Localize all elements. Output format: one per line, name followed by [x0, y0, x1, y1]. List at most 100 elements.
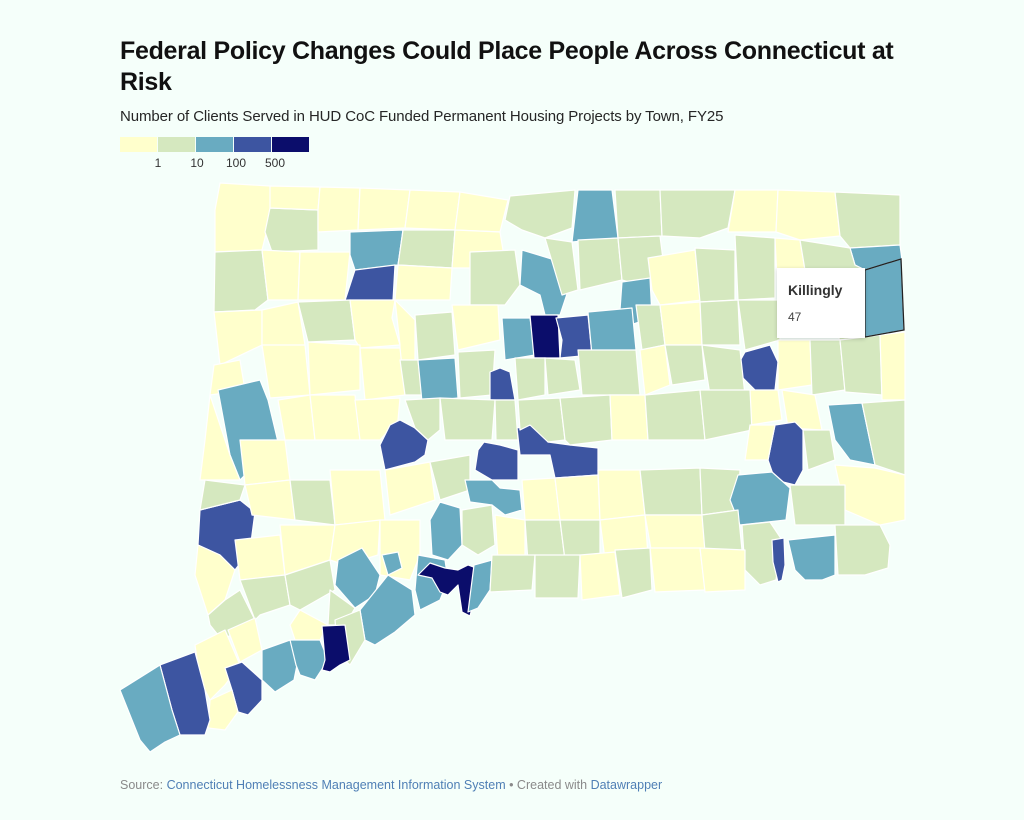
town-shape[interactable] — [864, 258, 905, 338]
town-shape[interactable] — [639, 467, 703, 516]
town-shape[interactable] — [809, 339, 846, 396]
town-shape[interactable] — [234, 534, 286, 581]
town-shape[interactable] — [489, 367, 516, 401]
town-shape[interactable] — [417, 357, 459, 403]
town-shape[interactable] — [297, 251, 351, 301]
town-shape[interactable] — [309, 394, 361, 441]
town-shape[interactable] — [467, 559, 493, 613]
town-shape[interactable] — [474, 441, 519, 481]
town-shape[interactable] — [321, 624, 351, 673]
town-shape[interactable] — [404, 397, 441, 441]
town-shape[interactable] — [529, 314, 561, 359]
town-shape[interactable] — [644, 389, 706, 441]
town-shape[interactable] — [597, 469, 646, 521]
town-shape[interactable] — [359, 347, 406, 401]
town-shape[interactable] — [384, 461, 436, 516]
town-shape[interactable] — [802, 429, 836, 471]
town-shape[interactable] — [349, 229, 404, 271]
town-shape[interactable] — [469, 249, 521, 306]
town-shape[interactable] — [489, 554, 536, 593]
town-shape[interactable] — [879, 331, 906, 401]
town-shape[interactable] — [454, 191, 509, 233]
town-shape[interactable] — [199, 394, 241, 481]
town-shape[interactable] — [544, 237, 579, 296]
town-shape[interactable] — [451, 304, 501, 351]
town-shape[interactable] — [213, 309, 263, 366]
town-shape[interactable] — [119, 664, 181, 753]
town-shape[interactable] — [659, 301, 703, 346]
town-shape[interactable] — [744, 424, 776, 461]
town-shape[interactable] — [461, 504, 496, 556]
town-shape[interactable] — [381, 551, 403, 576]
town-shape[interactable] — [289, 479, 336, 526]
town-shape[interactable] — [701, 344, 746, 396]
town-shape[interactable] — [297, 299, 356, 343]
town-shape[interactable] — [397, 229, 456, 269]
town-shape[interactable] — [261, 301, 306, 349]
town-shape[interactable] — [614, 189, 663, 239]
town-shape[interactable] — [261, 249, 301, 301]
town-shape[interactable] — [789, 484, 846, 526]
town-shape[interactable] — [587, 307, 637, 356]
town-shape[interactable] — [277, 394, 316, 441]
town-shape[interactable] — [244, 479, 296, 521]
town-shape[interactable] — [439, 397, 496, 441]
town-shape[interactable] — [429, 501, 463, 561]
town-shape[interactable] — [329, 469, 386, 526]
town-shape[interactable] — [827, 402, 876, 466]
town-shape[interactable] — [579, 551, 621, 601]
town-shape[interactable] — [729, 471, 791, 526]
town-shape[interactable] — [554, 474, 601, 521]
town-shapes[interactable] — [119, 182, 906, 753]
town-shape[interactable] — [559, 394, 613, 446]
town-shape[interactable] — [284, 559, 336, 611]
town-shape[interactable] — [771, 537, 786, 583]
town-shape[interactable] — [199, 479, 246, 511]
town-shape[interactable] — [571, 189, 619, 243]
town-shape[interactable] — [787, 534, 836, 581]
town-shape[interactable] — [359, 574, 416, 646]
town-shape[interactable] — [213, 249, 269, 313]
town-shape[interactable] — [577, 349, 641, 396]
town-shape[interactable] — [429, 454, 471, 501]
town-shape[interactable] — [701, 509, 743, 553]
town-shape[interactable] — [239, 574, 291, 621]
town-shape[interactable] — [239, 439, 291, 486]
town-shape[interactable] — [699, 299, 741, 346]
town-shape[interactable] — [664, 344, 706, 386]
town-shape[interactable] — [269, 185, 321, 211]
town-shape[interactable] — [501, 317, 536, 361]
town-shape[interactable] — [379, 419, 429, 471]
town-shape[interactable] — [727, 189, 779, 233]
town-shape[interactable] — [734, 234, 776, 301]
town-shape[interactable] — [404, 189, 461, 231]
town-shape[interactable] — [521, 477, 561, 521]
town-shape[interactable] — [834, 191, 901, 249]
town-shape[interactable] — [264, 207, 319, 253]
town-shape[interactable] — [555, 314, 593, 359]
town-shape[interactable] — [577, 237, 623, 291]
town-shape[interactable] — [379, 519, 421, 581]
town-shape[interactable] — [659, 189, 736, 239]
town-shape[interactable] — [699, 389, 753, 441]
town-shape[interactable] — [737, 299, 781, 351]
datawrapper-link[interactable]: Datawrapper — [590, 778, 663, 792]
source-link[interactable]: Connecticut Homelessness Management Info… — [166, 778, 506, 792]
town-shape[interactable] — [464, 479, 523, 516]
town-shape[interactable] — [357, 187, 411, 231]
town-shape[interactable] — [839, 334, 883, 396]
town-shape[interactable] — [514, 357, 546, 401]
town-shape[interactable] — [307, 341, 361, 396]
town-shape[interactable] — [699, 547, 746, 593]
town-shape[interactable] — [317, 186, 361, 233]
town-shape[interactable] — [834, 524, 891, 576]
town-shape[interactable] — [494, 399, 519, 441]
town-shape[interactable] — [289, 639, 329, 681]
town-shape[interactable] — [647, 249, 703, 306]
town-shape[interactable] — [394, 264, 453, 301]
town-shape[interactable] — [414, 311, 456, 361]
town-shape[interactable] — [214, 182, 273, 253]
town-shape[interactable] — [534, 554, 581, 599]
town-shape[interactable] — [639, 344, 671, 396]
